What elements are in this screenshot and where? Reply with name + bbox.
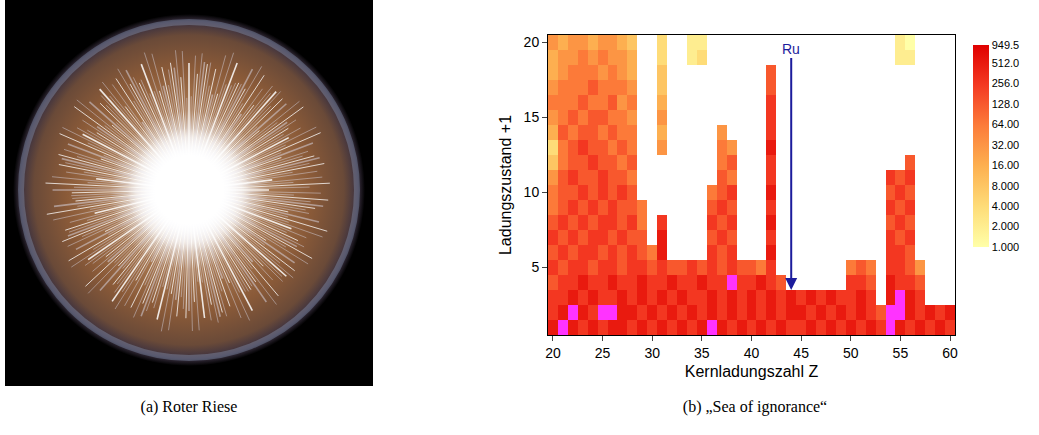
svg-text:256.0: 256.0 <box>992 77 1020 89</box>
svg-text:1.000: 1.000 <box>992 241 1020 253</box>
svg-text:5: 5 <box>531 259 539 275</box>
html-text:(a) Roter Riese: (a) Roter Riese <box>140 398 238 415</box>
svg-text:45: 45 <box>793 345 809 361</box>
svg-text:25: 25 <box>595 345 611 361</box>
svg-text:20: 20 <box>524 34 540 50</box>
svg-text:Ladungszustand +1: Ladungszustand +1 <box>497 115 514 255</box>
svg-text:64.00: 64.00 <box>992 118 1020 130</box>
svg-text:40: 40 <box>744 345 760 361</box>
svg-text:15: 15 <box>524 109 540 125</box>
svg-text:2.000: 2.000 <box>992 220 1020 232</box>
svg-text:60: 60 <box>942 345 958 361</box>
svg-text:10: 10 <box>524 184 540 200</box>
svg-text:128.0: 128.0 <box>992 98 1020 110</box>
svg-text:Kernladungszahl Z: Kernladungszahl Z <box>685 363 819 380</box>
svg-text:20: 20 <box>545 345 561 361</box>
html-text:(b) „Sea of ignorance“: (b) „Sea of ignorance“ <box>682 398 828 415</box>
svg-text:8.000: 8.000 <box>992 180 1020 192</box>
svg-text:35: 35 <box>694 345 710 361</box>
svg-text:Ru: Ru <box>782 41 800 57</box>
svg-text:55: 55 <box>893 345 909 361</box>
svg-text:32.00: 32.00 <box>992 139 1020 151</box>
svg-text:50: 50 <box>843 345 859 361</box>
svg-text:949.5: 949.5 <box>992 39 1020 51</box>
svg-text:512.0: 512.0 <box>992 57 1020 69</box>
svg-text:16.00: 16.00 <box>992 159 1020 171</box>
svg-text:30: 30 <box>644 345 660 361</box>
svg-text:4.000: 4.000 <box>992 200 1020 212</box>
